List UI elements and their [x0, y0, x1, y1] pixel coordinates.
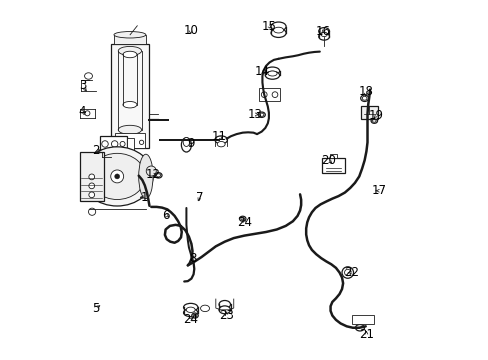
Text: 19: 19 [368, 109, 383, 122]
Circle shape [88, 208, 96, 215]
Ellipse shape [139, 154, 153, 199]
Bar [329, 154, 336, 158]
Ellipse shape [191, 313, 198, 318]
Ellipse shape [355, 324, 364, 331]
Ellipse shape [241, 217, 244, 220]
Text: 17: 17 [371, 184, 386, 197]
Ellipse shape [320, 32, 326, 37]
Text: 1: 1 [140, 191, 147, 204]
Ellipse shape [318, 28, 329, 35]
Ellipse shape [183, 309, 198, 317]
Ellipse shape [273, 27, 283, 33]
Circle shape [341, 267, 353, 278]
Bar [100, 136, 127, 152]
Ellipse shape [183, 138, 189, 147]
Ellipse shape [122, 102, 137, 108]
Ellipse shape [81, 147, 153, 206]
Bar [127, 138, 133, 150]
Ellipse shape [360, 95, 368, 102]
Ellipse shape [239, 216, 245, 221]
Circle shape [120, 141, 125, 147]
Ellipse shape [146, 166, 156, 176]
Ellipse shape [193, 314, 196, 317]
Ellipse shape [122, 51, 137, 58]
Ellipse shape [267, 71, 277, 76]
Text: 10: 10 [183, 24, 198, 37]
Ellipse shape [118, 46, 142, 55]
Text: 21: 21 [358, 328, 373, 341]
Circle shape [89, 183, 94, 189]
Ellipse shape [186, 307, 195, 312]
Circle shape [111, 141, 118, 147]
Ellipse shape [200, 305, 209, 312]
Ellipse shape [217, 141, 224, 147]
Bar [258, 88, 280, 101]
Bar [351, 315, 373, 324]
Text: 6: 6 [162, 209, 169, 222]
Circle shape [115, 174, 120, 179]
Circle shape [261, 92, 266, 98]
Text: 20: 20 [321, 154, 336, 167]
Bar [321, 158, 344, 173]
Text: 7: 7 [196, 191, 203, 204]
Circle shape [139, 140, 143, 144]
Text: 14: 14 [254, 65, 269, 78]
Circle shape [110, 170, 123, 183]
Text: 13: 13 [247, 108, 262, 121]
Text: 16: 16 [315, 25, 330, 38]
Text: 3: 3 [79, 79, 86, 92]
Ellipse shape [89, 153, 145, 199]
Ellipse shape [372, 120, 375, 122]
Bar [80, 152, 104, 201]
Ellipse shape [181, 138, 191, 152]
Ellipse shape [114, 32, 145, 38]
Text: 5: 5 [92, 302, 99, 315]
Bar [111, 44, 148, 148]
Circle shape [85, 111, 90, 116]
Ellipse shape [259, 113, 264, 116]
Circle shape [344, 269, 350, 276]
Text: 18: 18 [358, 85, 372, 98]
Ellipse shape [265, 71, 279, 79]
Ellipse shape [318, 33, 329, 40]
Ellipse shape [219, 301, 230, 309]
Text: 9: 9 [186, 137, 194, 150]
Text: 15: 15 [262, 20, 277, 33]
Ellipse shape [258, 112, 265, 117]
Ellipse shape [219, 306, 230, 314]
Text: 24: 24 [237, 216, 251, 229]
Ellipse shape [362, 96, 366, 100]
Ellipse shape [270, 22, 285, 31]
Ellipse shape [214, 136, 227, 144]
Text: 4: 4 [79, 105, 86, 118]
Text: 2: 2 [92, 144, 99, 157]
Circle shape [89, 192, 94, 198]
Bar [361, 107, 377, 119]
Ellipse shape [265, 67, 279, 75]
Circle shape [102, 141, 108, 147]
Text: 12: 12 [145, 168, 160, 181]
Ellipse shape [156, 174, 160, 177]
Bar [114, 35, 145, 44]
Ellipse shape [84, 73, 92, 79]
Text: 11: 11 [211, 130, 226, 144]
Ellipse shape [183, 303, 198, 311]
Text: 23: 23 [219, 309, 234, 322]
Ellipse shape [270, 28, 285, 37]
Circle shape [271, 92, 277, 98]
Bar [115, 134, 145, 148]
Text: 8: 8 [188, 252, 196, 265]
Text: 24: 24 [183, 312, 198, 326]
Ellipse shape [118, 125, 142, 134]
Text: 22: 22 [343, 266, 358, 279]
Ellipse shape [155, 173, 162, 178]
Circle shape [89, 174, 94, 180]
Ellipse shape [370, 118, 377, 123]
Circle shape [116, 140, 120, 144]
